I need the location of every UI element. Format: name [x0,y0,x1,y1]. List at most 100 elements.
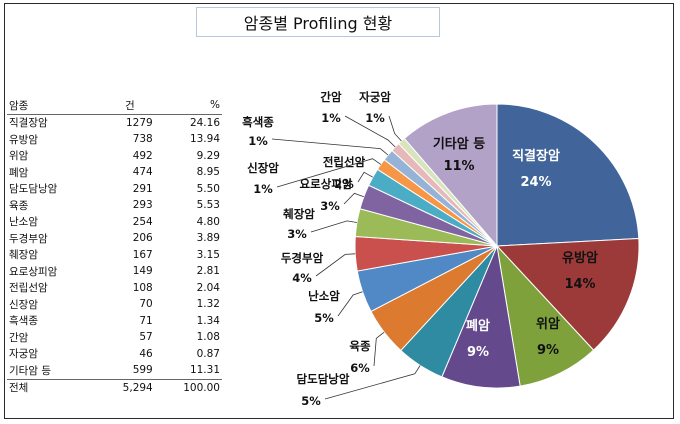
slice-label: 두경부암 [281,251,324,265]
slice-percent-label: 9% [537,343,559,358]
data-table: 암종 건 % 직결장암 1279 24.16 유방암 738 13.94 위암 492 9.29… [7,97,222,396]
cell-cancer-type: 신장암 [9,298,38,311]
table-row: 난소암 254 4.80 [7,214,222,231]
cell-cancer-type: 요로상피암 [9,265,58,278]
pie-slice [403,103,498,248]
slice-label: 췌장암 [283,207,315,221]
cell-cancer-type: 췌장암 [9,249,38,262]
cell-percent: 1.32 [196,298,220,311]
slice-percent-label: 3% [320,199,340,213]
table-row: 간암 57 1.08 [7,329,222,346]
cell-percent: 3.89 [196,232,220,245]
cell-count: 1279 [126,116,153,129]
slice-percent-label: 9% [467,345,489,360]
slice-label: 폐암 [466,318,490,334]
cell-percent: 11.31 [189,364,220,377]
pie-slice [496,244,595,387]
slice-percent-label: 24% [520,175,551,190]
slice-percent-label: 2% [334,177,354,191]
cell-cancer-type: 위암 [9,150,29,163]
table-row: 신장암 70 1.32 [7,296,222,313]
cell-percent: 0.87 [196,347,220,360]
cell-cancer-type: 간암 [9,331,29,344]
slice-percent-label: 1% [248,134,268,148]
leader-line [315,253,356,277]
cell-cancer-type: 두경부암 [9,232,48,245]
cell-count: 738 [132,133,153,146]
cell-count: 57 [139,331,153,344]
slice-label: 신장암 [247,161,279,175]
total-percent: 100.00 [154,378,222,396]
slice-label: 직결장암 [512,148,560,164]
table-row: 유방암 738 13.94 [7,131,222,148]
table-row: 폐암 474 8.95 [7,164,222,181]
table-row: 흑색종 71 1.34 [7,313,222,330]
cell-percent: 2.81 [196,265,220,278]
cell-count: 149 [132,265,153,278]
cell-cancer-type: 기타암 등 [9,364,51,377]
total-label: 전체 [7,378,105,396]
table-total-row: 전체 5,294 100.00 [7,378,222,396]
slice-label: 전립선암 [323,155,366,169]
cell-cancer-type: 전립선암 [9,282,48,295]
cell-percent: 5.53 [196,199,220,212]
leader-line [343,192,364,205]
table-row: 담도담낭암 291 5.50 [7,181,222,198]
leader-line [324,365,421,400]
slice-percent-label: 14% [564,277,595,292]
cell-count: 108 [132,281,153,294]
slice-percent-label: 3% [287,227,307,241]
cell-count: 70 [139,298,153,311]
cell-count: 474 [132,166,153,179]
slice-label: 기타암 등 [433,136,485,152]
cell-percent: 4.80 [196,215,220,228]
cell-count: 167 [132,248,153,261]
header-count: 건 [104,97,155,115]
slice-percent-label: 1% [321,111,341,125]
table-row: 직결장암 1279 24.16 [7,114,222,131]
cell-cancer-type: 육종 [9,199,29,212]
cell-count: 254 [132,215,153,228]
pie-slice [495,237,640,351]
cell-percent: 8.95 [196,166,220,179]
cell-cancer-type: 담도담낭암 [9,183,58,196]
cell-cancer-type: 유방암 [9,133,38,146]
cell-percent: 5.50 [196,182,220,195]
leader-line [344,115,396,148]
slice-label: 자궁암 [359,90,391,104]
pie-slice [496,103,640,247]
page-title: 암종별 Profiling 현황 [196,7,440,37]
slice-percent-label: 11% [443,159,474,174]
cell-count: 492 [132,149,153,162]
slice-percent-label: 6% [350,361,370,375]
cell-cancer-type: 직결장암 [9,117,48,130]
cell-count: 293 [132,199,153,212]
total-count: 5,294 [104,378,155,396]
slice-percent-label: 1% [253,182,273,196]
slice-percent-label: 5% [301,394,321,408]
pie-slice [441,244,521,389]
slice-label: 흑색종 [242,115,274,129]
slice-label: 유방암 [562,250,598,266]
cell-count: 46 [139,347,153,360]
slice-percent-label: 1% [365,111,385,125]
cell-percent: 2.04 [196,281,220,294]
slice-label: 간암 [320,90,342,104]
table-row: 전립선암 108 2.04 [7,280,222,297]
leader-line [337,291,363,317]
cell-count: 71 [139,314,153,327]
cell-percent: 24.16 [189,116,220,129]
table-row: 위암 492 9.29 [7,148,222,165]
table-row: 기타암 등 599 11.31 [7,362,222,379]
header-percent: % [154,97,222,115]
cell-cancer-type: 흑색종 [9,315,38,328]
cell-percent: 13.94 [189,133,220,146]
table-header-row: 암종 건 % [7,97,222,115]
cell-cancer-type: 자궁암 [9,348,38,361]
cell-count: 291 [132,182,153,195]
header-cancer-type: 암종 [7,97,105,115]
leader-line [271,138,389,156]
cell-count: 206 [132,232,153,245]
cell-percent: 9.29 [196,149,220,162]
